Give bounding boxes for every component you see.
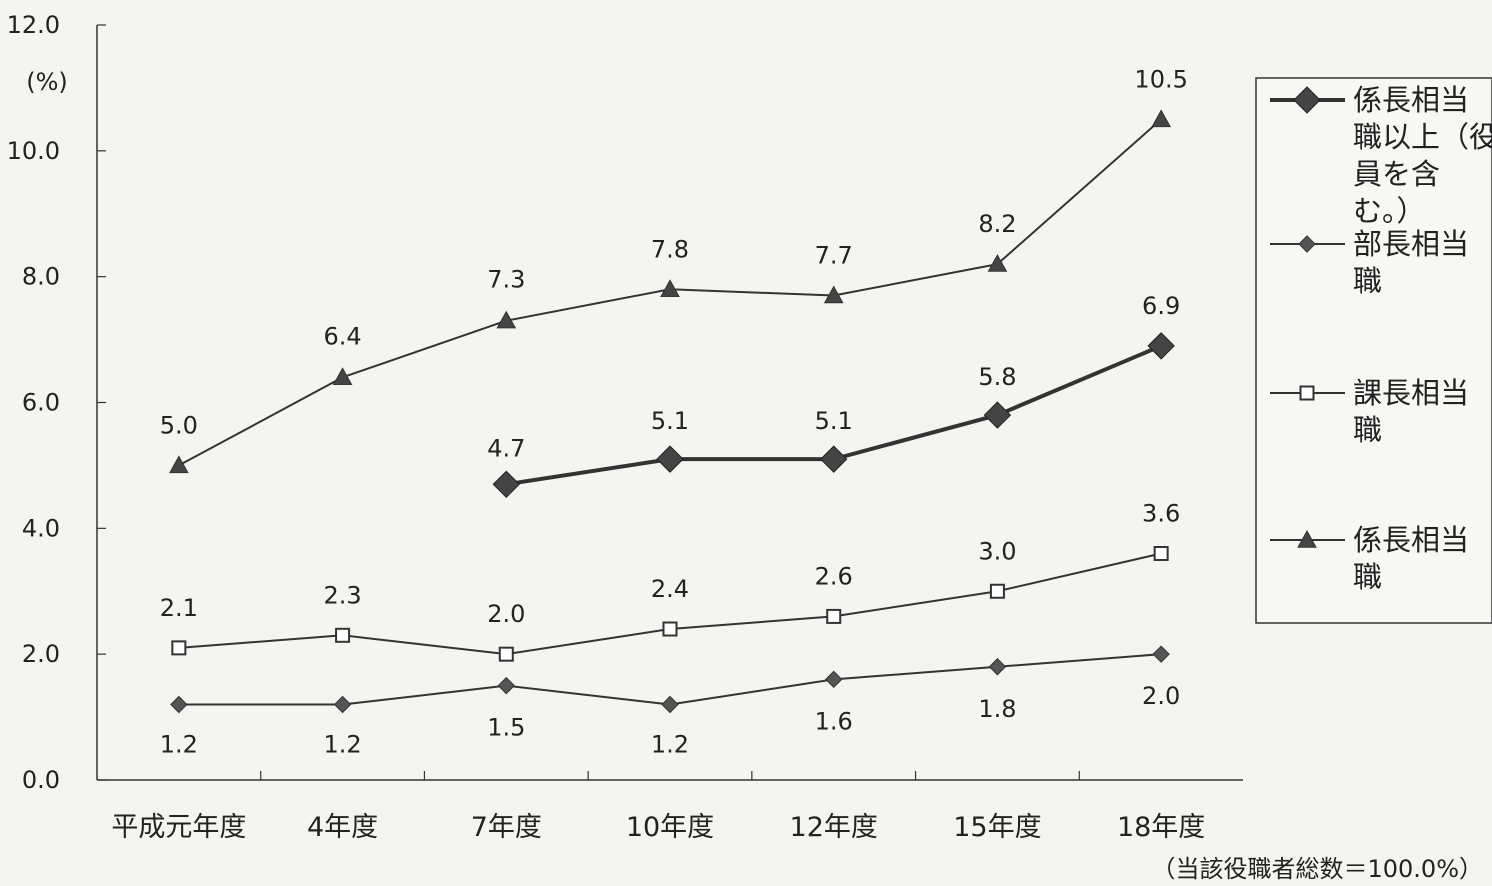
data-point-marker (662, 621, 678, 637)
data-point-marker (823, 285, 844, 304)
data-point-marker (498, 646, 514, 662)
data-point-marker (496, 310, 517, 329)
legend-label: 部長相当 (1353, 227, 1469, 261)
data-label: 6.9 (1142, 292, 1180, 320)
data-point-marker (988, 658, 1007, 676)
x-category-labels: 平成元年度 4年度 7年度 10年度 12年度 15年度 18年度 (111, 812, 1205, 843)
data-label: 5.8 (978, 363, 1016, 391)
y-tick-label: 8.0 (22, 263, 60, 291)
data-point-marker (660, 279, 680, 297)
y-tick-label: 10.0 (7, 137, 60, 165)
data-point-marker (171, 640, 187, 656)
data-label: 4.7 (487, 434, 525, 462)
data-point-marker (492, 470, 520, 498)
x-category-label: 7年度 (471, 812, 542, 843)
data-label: 1.6 (815, 707, 853, 735)
data-point-marker (826, 608, 842, 624)
data-point-marker (820, 445, 848, 473)
legend-label: む。） (1353, 194, 1426, 228)
data-point-marker (497, 676, 515, 695)
data-label: 5.1 (815, 407, 853, 435)
axes (96, 24, 1243, 781)
data-labels: 4.7 5.1 5.1 5.8 6.9 1.2 1.2 1.5 1.2 1.6 1.8 2.0 2.1 2… (160, 65, 1188, 758)
data-point-marker (333, 695, 352, 714)
y-tick-label: 0.0 (22, 766, 60, 794)
data-point-marker (656, 445, 684, 473)
x-category-label: 4年度 (307, 812, 378, 843)
data-label: 1.5 (487, 714, 525, 742)
data-point-marker (987, 254, 1008, 272)
data-point-marker (825, 670, 843, 689)
data-label: 7.7 (815, 242, 853, 270)
data-point-marker (989, 583, 1005, 599)
legend-label: 職 (1353, 264, 1382, 298)
data-label: 1.2 (323, 731, 361, 759)
data-label: 6.4 (323, 322, 361, 350)
data-label: 7.8 (651, 235, 689, 263)
series-markers (169, 109, 1175, 714)
x-category-label: 平成元年度 (111, 812, 246, 843)
x-category-label: 10年度 (626, 812, 714, 843)
data-point-marker (169, 455, 189, 474)
legend-label: 職以上（役 (1353, 120, 1492, 154)
legend-marker (1298, 235, 1316, 253)
legend-marker (1293, 86, 1321, 114)
legend-label: 係長相当 (1353, 523, 1469, 557)
legend-box (1255, 77, 1492, 624)
x-category-label: 15年度 (953, 812, 1041, 843)
data-label: 7.3 (487, 266, 525, 294)
data-label: 2.0 (1142, 682, 1180, 710)
data-label: 5.0 (160, 411, 198, 439)
data-label: 3.0 (978, 537, 1016, 565)
data-label: 2.1 (160, 594, 198, 622)
legend-label: 課長相当 (1353, 376, 1469, 410)
data-label: 2.4 (651, 575, 689, 603)
y-tick-label: 12.0 (7, 11, 60, 39)
data-label: 5.1 (651, 407, 689, 435)
y-tick-labels: 0.0 2.0 4.0 6.0 8.0 10.0 12.0 (7, 11, 60, 794)
data-point-marker (335, 627, 351, 643)
y-tick-label: 2.0 (22, 640, 60, 668)
x-category-label: 12年度 (790, 812, 878, 843)
data-label: 1.2 (651, 731, 689, 759)
legend-marker (1297, 529, 1317, 548)
data-point-marker (1151, 109, 1171, 128)
data-label: 2.3 (323, 581, 361, 609)
data-point-marker (1153, 546, 1169, 561)
legend-label: 係長相当 (1353, 83, 1469, 117)
legend-label: 員を含 (1353, 157, 1440, 191)
data-point-marker (1147, 332, 1175, 360)
y-tick-label: 4.0 (22, 514, 60, 542)
data-label: 8.2 (978, 210, 1016, 238)
y-tick-label: 6.0 (22, 389, 60, 417)
data-point-marker (170, 695, 188, 714)
x-category-label: 18年度 (1117, 812, 1205, 843)
data-point-marker (332, 367, 353, 386)
data-label: 2.6 (815, 562, 853, 590)
data-label: 2.0 (487, 600, 525, 628)
data-point-marker (1152, 645, 1170, 663)
data-point-marker (661, 695, 679, 714)
footnote: （当該役職者総数＝100.0%） (1151, 855, 1483, 883)
y-unit-label: (%) (26, 68, 68, 96)
data-point-marker (983, 401, 1012, 429)
data-label: 3.6 (1142, 500, 1180, 528)
legend-marker (1299, 385, 1315, 401)
data-label: 10.5 (1134, 65, 1187, 93)
data-label: 1.8 (978, 695, 1016, 723)
data-label: 1.2 (160, 731, 198, 759)
legend-label: 職 (1353, 560, 1382, 594)
legend-label: 職 (1353, 413, 1382, 447)
